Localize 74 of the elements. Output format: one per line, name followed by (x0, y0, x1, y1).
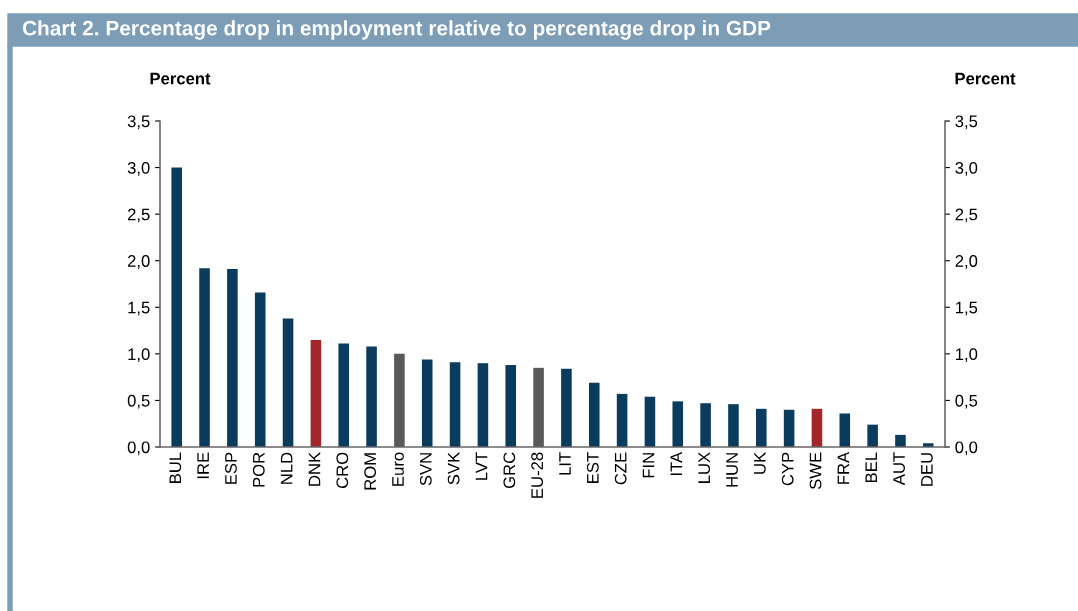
bar (616, 393, 628, 447)
x-tick-label: POR (252, 452, 265, 487)
x-tick-label: FIN (642, 453, 655, 478)
y2-axis-title: Percent (955, 72, 1016, 85)
y-tick-label: 1,5 (128, 301, 150, 316)
x-tick-label: EU-28 (531, 452, 544, 498)
y2-tick-label: 3,0 (955, 161, 978, 176)
y2-tick-label: 1,0 (955, 348, 978, 363)
y2-tick-label: 0,0 (955, 441, 978, 456)
x-tick-label: SWE (809, 452, 822, 490)
bar (394, 353, 405, 447)
y2-tick-label: 0,5 (955, 394, 978, 409)
x-tick-label: GRC (503, 452, 516, 489)
bar (561, 368, 572, 447)
bar (728, 404, 739, 447)
x-tick-label: BEL (865, 452, 877, 482)
y-tick-label: 0,5 (127, 394, 150, 409)
x-tick-label: LIT (559, 452, 571, 475)
x-tick-label: BUL (169, 452, 182, 483)
x-tick-label: Euro (392, 452, 404, 486)
x-tick-label: CYP (781, 452, 794, 486)
x-tick-label: SVK (447, 452, 460, 485)
bar (338, 343, 350, 447)
bar (171, 167, 182, 447)
bar (310, 339, 322, 447)
bar (282, 318, 294, 447)
x-tick-label: CRO (336, 452, 349, 489)
bar (811, 408, 823, 447)
y-axis-title: Percent (150, 72, 211, 85)
bar (895, 434, 906, 447)
bar (867, 424, 878, 447)
y-tick-label: 3,0 (127, 161, 150, 176)
bar (839, 413, 851, 447)
bar (366, 346, 377, 447)
bar (505, 365, 517, 447)
x-tick-label: AUT (893, 452, 905, 486)
x-tick-label: DEU (921, 453, 933, 486)
bar (421, 359, 433, 447)
x-tick-label: SVN (419, 453, 432, 486)
bar (533, 367, 544, 447)
y2-tick-label: 2,5 (955, 208, 978, 223)
bar (588, 382, 600, 447)
y2-tick-label: 2,0 (955, 255, 978, 269)
y-tick-label: 2,0 (127, 255, 150, 269)
bar (700, 403, 711, 447)
y-tick-label: 1,0 (128, 348, 150, 363)
bar (227, 269, 238, 447)
x-tick-label: ESP (225, 452, 237, 484)
x-tick-label: ITA (670, 451, 683, 476)
x-tick-label: HUN (726, 453, 738, 487)
bar (449, 362, 461, 447)
chart-title: Chart 2. Percentage drop in employment relative to percentage drop in GDP (22, 20, 771, 40)
bar (199, 268, 210, 447)
y2-tick-label: 3,5 (955, 115, 978, 130)
y-tick-label: 2,5 (127, 208, 150, 223)
x-tick-label: UK (754, 452, 766, 474)
x-tick-label: NLD (280, 452, 293, 484)
y-tick-label: 0,0 (127, 441, 150, 456)
bar (477, 363, 489, 447)
x-tick-label: IRE (197, 452, 209, 479)
x-tick-label: LVT (475, 452, 488, 480)
bar (755, 408, 767, 447)
bar (672, 401, 684, 447)
bar (254, 292, 266, 447)
x-tick-label: FRA (837, 451, 850, 484)
bar (783, 409, 795, 447)
x-tick-label: DNK (308, 452, 321, 486)
y-tick-label: 3,5 (127, 115, 150, 130)
x-tick-label: ROM (364, 453, 377, 490)
y2-tick-label: 1,5 (955, 301, 978, 316)
x-tick-label: LUX (698, 452, 711, 483)
bar (644, 396, 656, 447)
x-tick-label: CZE (614, 452, 627, 485)
x-tick-label: EST (586, 452, 599, 483)
